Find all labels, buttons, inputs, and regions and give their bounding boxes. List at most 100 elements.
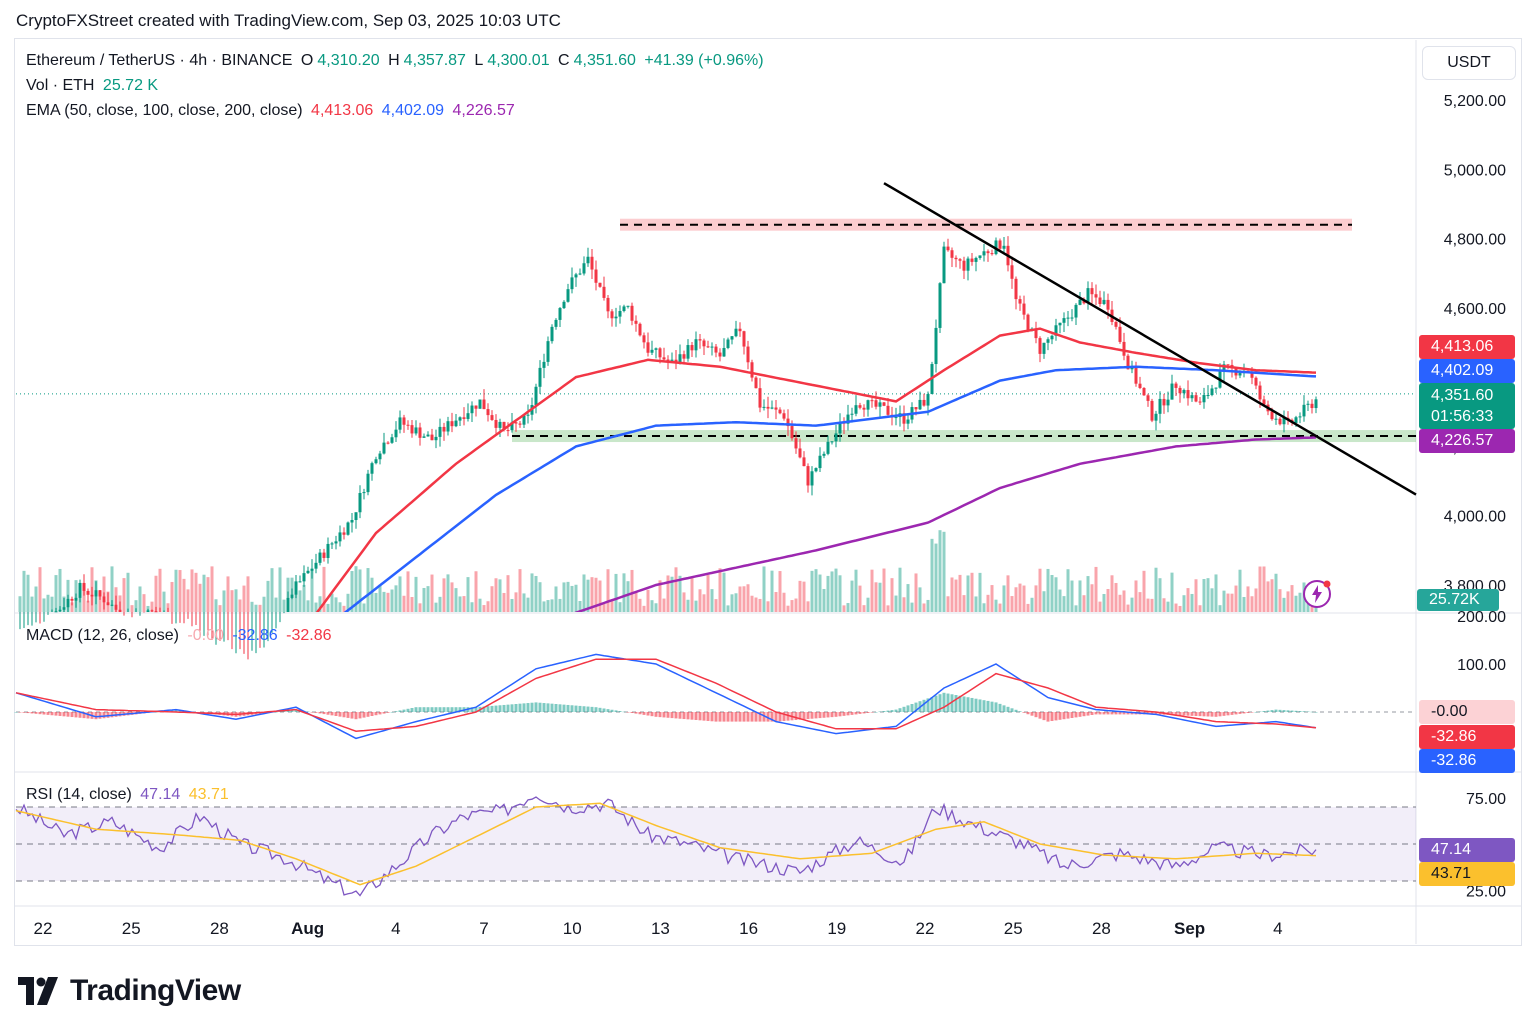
macd-histogram-bar bbox=[1022, 712, 1026, 713]
candle-body bbox=[946, 246, 950, 251]
ema200-line bbox=[574, 436, 1317, 612]
volume-bar bbox=[1170, 572, 1174, 612]
macd-axis-tick: 100.00 bbox=[1457, 657, 1506, 674]
macd-histogram-bar bbox=[698, 712, 702, 721]
macd-histogram-bar bbox=[978, 699, 982, 712]
volume-bar bbox=[454, 588, 458, 612]
macd-histogram-bar bbox=[22, 712, 26, 713]
volume-bar bbox=[1206, 578, 1210, 612]
volume-bar bbox=[1030, 597, 1034, 612]
candle-body bbox=[410, 425, 414, 434]
volume-bar bbox=[778, 571, 782, 612]
volume-bar bbox=[446, 574, 450, 612]
volume-bar bbox=[490, 586, 494, 612]
macd-histogram-bar bbox=[762, 712, 766, 722]
volume-bar bbox=[1058, 589, 1062, 612]
volume-bar bbox=[1222, 590, 1226, 612]
volume-bar bbox=[350, 571, 354, 612]
volume-bar bbox=[1086, 576, 1090, 612]
macd-histogram-bar bbox=[902, 706, 906, 712]
volume-bar bbox=[50, 596, 54, 612]
candle-body bbox=[466, 413, 470, 419]
volume-bar bbox=[726, 605, 730, 612]
candle-body bbox=[1210, 388, 1214, 396]
macd-histogram-bar bbox=[62, 712, 66, 717]
candle-body bbox=[534, 386, 538, 406]
volume-bar bbox=[354, 566, 358, 612]
macd-histogram-bar bbox=[178, 710, 182, 712]
macd-histogram-bar bbox=[354, 712, 358, 720]
volume-bar bbox=[966, 575, 970, 612]
macd-histogram-bar bbox=[78, 712, 82, 718]
candle-body bbox=[754, 377, 758, 389]
currency-button[interactable]: USDT bbox=[1422, 46, 1516, 80]
volume-bar bbox=[854, 569, 858, 612]
volume-bar bbox=[126, 572, 130, 612]
macd-histogram-bar bbox=[434, 707, 438, 712]
macd-histogram-bar bbox=[538, 702, 542, 712]
time-axis-tick: 28 bbox=[210, 919, 229, 938]
macd-histogram-bar bbox=[1286, 710, 1290, 712]
macd-histogram-bar bbox=[870, 712, 874, 713]
candle-body bbox=[478, 399, 482, 409]
time-axis-tick: Sep bbox=[1174, 919, 1205, 938]
volume-legend: Vol · ETH 25.72 K bbox=[26, 77, 162, 95]
chart-frame bbox=[14, 38, 1522, 946]
macd-histogram-bar bbox=[1234, 712, 1238, 715]
volume-bar bbox=[626, 581, 630, 612]
volume-bar bbox=[970, 572, 974, 612]
candle-body bbox=[382, 442, 386, 454]
macd-histogram-bar bbox=[1102, 712, 1106, 715]
volume-bar bbox=[930, 538, 934, 612]
volume-bar bbox=[1018, 583, 1022, 612]
candle-body bbox=[310, 568, 314, 571]
macd-histogram-bar bbox=[362, 712, 366, 718]
macd-histogram-bar bbox=[86, 712, 90, 719]
candle-body bbox=[330, 543, 334, 545]
macd-histogram-bar bbox=[850, 712, 854, 715]
candle-body bbox=[682, 354, 686, 359]
volume-bar bbox=[1266, 581, 1270, 612]
candle-body bbox=[318, 552, 322, 563]
volume-bar bbox=[1290, 585, 1294, 612]
macd-histogram-bar bbox=[74, 712, 78, 718]
candle-body bbox=[542, 361, 546, 368]
volume-bar bbox=[774, 592, 778, 612]
candle-body bbox=[870, 400, 874, 402]
ema-legend: EMA (50, close, 100, close, 200, close) … bbox=[26, 102, 519, 120]
candle-body bbox=[354, 512, 358, 520]
candle-body bbox=[966, 258, 970, 271]
candle-body bbox=[450, 421, 454, 427]
macd-histogram-bar bbox=[358, 712, 362, 719]
candle-body bbox=[1066, 317, 1070, 319]
volume-bar bbox=[714, 599, 718, 612]
candle-body bbox=[434, 436, 438, 441]
macd-histogram-bar bbox=[930, 697, 934, 712]
volume-bar bbox=[226, 576, 230, 612]
macd-histogram-bar bbox=[898, 708, 902, 712]
volume-bar bbox=[1234, 585, 1238, 612]
volume-bar bbox=[1026, 603, 1030, 612]
candle-body bbox=[970, 258, 974, 262]
volume-bar bbox=[414, 576, 418, 612]
macd-axis-tick: 200.00 bbox=[1457, 609, 1506, 626]
volume-bar bbox=[378, 584, 382, 612]
candle-body bbox=[678, 354, 682, 363]
macd-label: MACD (12, 26, close) bbox=[26, 627, 179, 644]
volume-bar bbox=[122, 578, 126, 612]
macd-histogram-bar bbox=[366, 712, 370, 717]
volume-bar bbox=[1254, 588, 1258, 612]
lightning-icon[interactable] bbox=[1302, 579, 1332, 609]
volume-bar bbox=[686, 599, 690, 612]
macd-histogram-bar bbox=[374, 712, 378, 716]
candle-body bbox=[502, 421, 506, 431]
macd-histogram-bar bbox=[494, 705, 498, 712]
macd-histogram-bar bbox=[286, 710, 290, 712]
volume-bar bbox=[34, 586, 38, 612]
volume-bar bbox=[750, 595, 754, 612]
volume-bar bbox=[990, 585, 994, 612]
volume-value: 25.72 K bbox=[102, 77, 159, 94]
change-value: +41.39 (+0.96%) bbox=[644, 52, 764, 69]
macd-histogram-bar bbox=[1054, 712, 1058, 721]
